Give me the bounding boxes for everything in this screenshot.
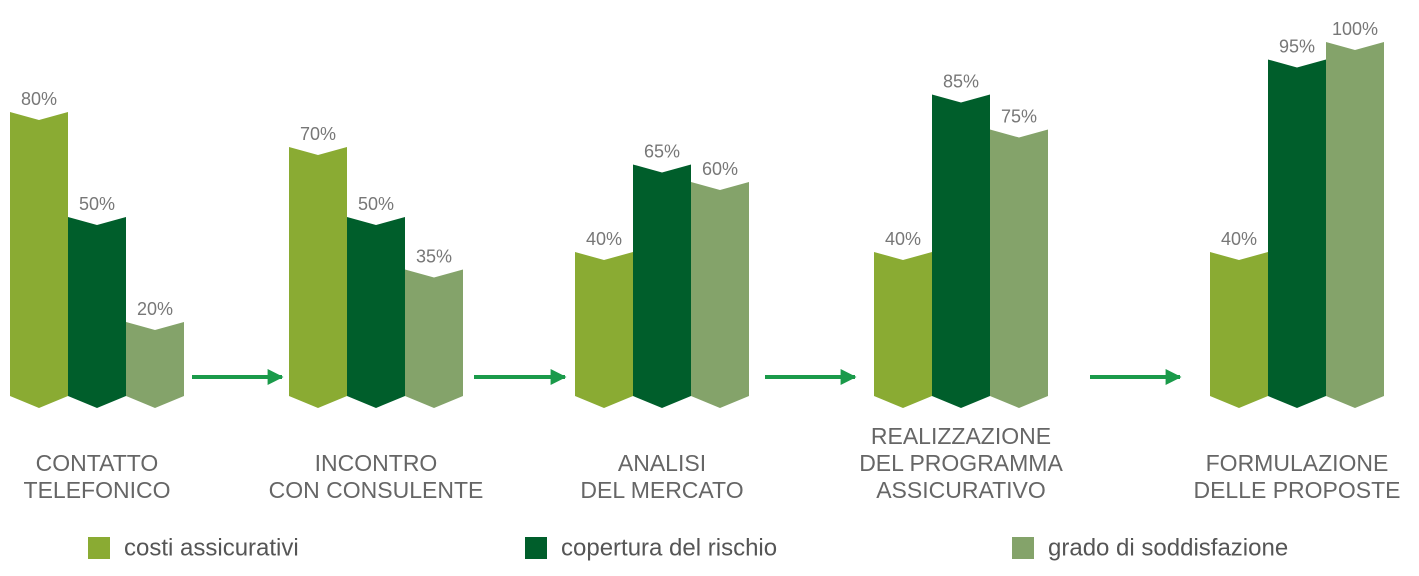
category-label: ANALISI	[618, 450, 706, 476]
legend-swatch	[525, 537, 547, 559]
legend-swatch	[1012, 537, 1034, 559]
bar	[289, 147, 347, 408]
value-label: 70%	[300, 124, 336, 144]
category-label: TELEFONICO	[24, 477, 171, 503]
category-label: DEL MERCATO	[580, 477, 743, 503]
value-label: 95%	[1279, 36, 1315, 56]
value-label: 65%	[644, 141, 680, 161]
value-label: 75%	[1001, 106, 1037, 126]
bar	[575, 252, 633, 408]
bar	[633, 164, 691, 408]
bar	[990, 129, 1048, 408]
value-label: 85%	[943, 71, 979, 91]
bar	[1268, 59, 1326, 408]
category-label: REALIZZAZIONE	[871, 423, 1051, 449]
category-label: DEL PROGRAMMA	[859, 450, 1063, 476]
bar	[68, 217, 126, 408]
value-label: 40%	[586, 229, 622, 249]
value-label: 35%	[416, 246, 452, 266]
bar	[932, 94, 990, 408]
value-label: 50%	[358, 194, 394, 214]
value-label: 20%	[137, 299, 173, 319]
bar	[126, 322, 184, 408]
value-label: 60%	[702, 159, 738, 179]
legend-label: costi assicurativi	[124, 534, 299, 561]
legend-label: grado di soddisfazione	[1048, 534, 1288, 561]
value-label: 80%	[21, 89, 57, 109]
category-label: INCONTRO	[315, 450, 438, 476]
legend-label: copertura del rischio	[561, 534, 777, 561]
category-label: ASSICURATIVO	[876, 477, 1046, 503]
bar	[347, 217, 405, 408]
legend-swatch	[88, 537, 110, 559]
category-label: CON CONSULENTE	[269, 477, 484, 503]
bar	[874, 252, 932, 408]
value-label: 40%	[885, 229, 921, 249]
value-label: 50%	[79, 194, 115, 214]
value-label: 100%	[1332, 19, 1378, 39]
category-label: FORMULAZIONE	[1206, 450, 1389, 476]
bar	[405, 269, 463, 408]
value-label: 40%	[1221, 229, 1257, 249]
bar	[10, 112, 68, 408]
bar	[691, 182, 749, 408]
category-label: CONTATTO	[36, 450, 159, 476]
bar	[1210, 252, 1268, 408]
category-label: DELLE PROPOSTE	[1193, 477, 1400, 503]
bar	[1326, 42, 1384, 408]
